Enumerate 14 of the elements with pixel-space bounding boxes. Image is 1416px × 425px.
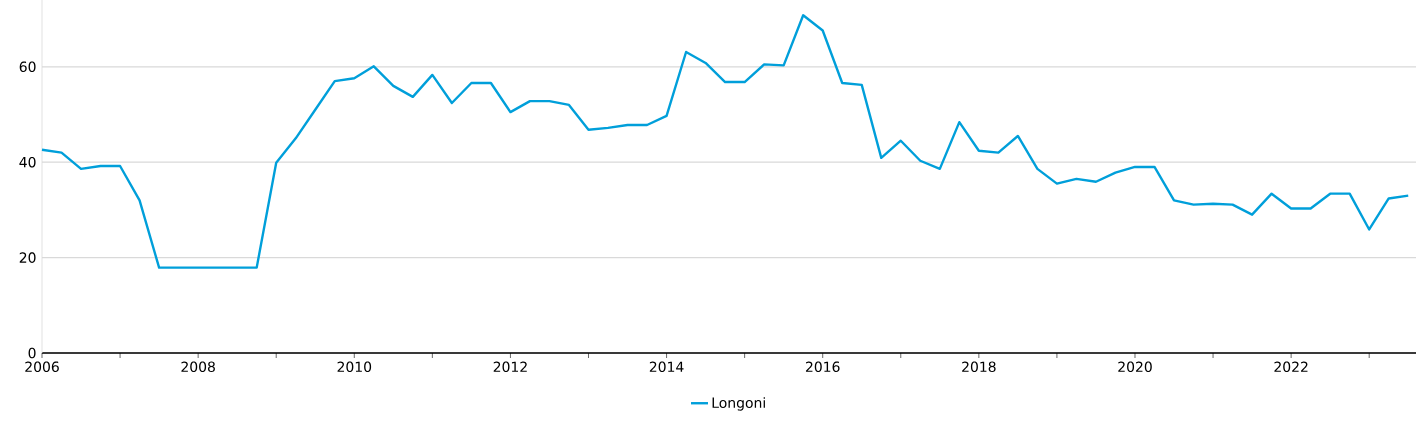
x-tick-label: 2018	[962, 361, 996, 373]
y-tick-label: 60	[19, 61, 36, 73]
x-tick-label: 2020	[1118, 361, 1152, 373]
y-tick-label: 20	[19, 252, 36, 263]
x-tick-label: 2016	[805, 361, 840, 373]
x-tick-label: 2012	[493, 361, 527, 373]
y-tick-label: 0	[28, 347, 36, 359]
x-tick-label: 2010	[337, 361, 372, 373]
x-tick-label: 2008	[181, 361, 215, 373]
legend-label: Longoni	[712, 397, 765, 411]
x-tick-label: 2014	[649, 361, 684, 373]
y-tick-label: 40	[19, 156, 36, 168]
x-tick-label: 2022	[1274, 361, 1308, 373]
x-tick-label: 2006	[25, 361, 59, 373]
